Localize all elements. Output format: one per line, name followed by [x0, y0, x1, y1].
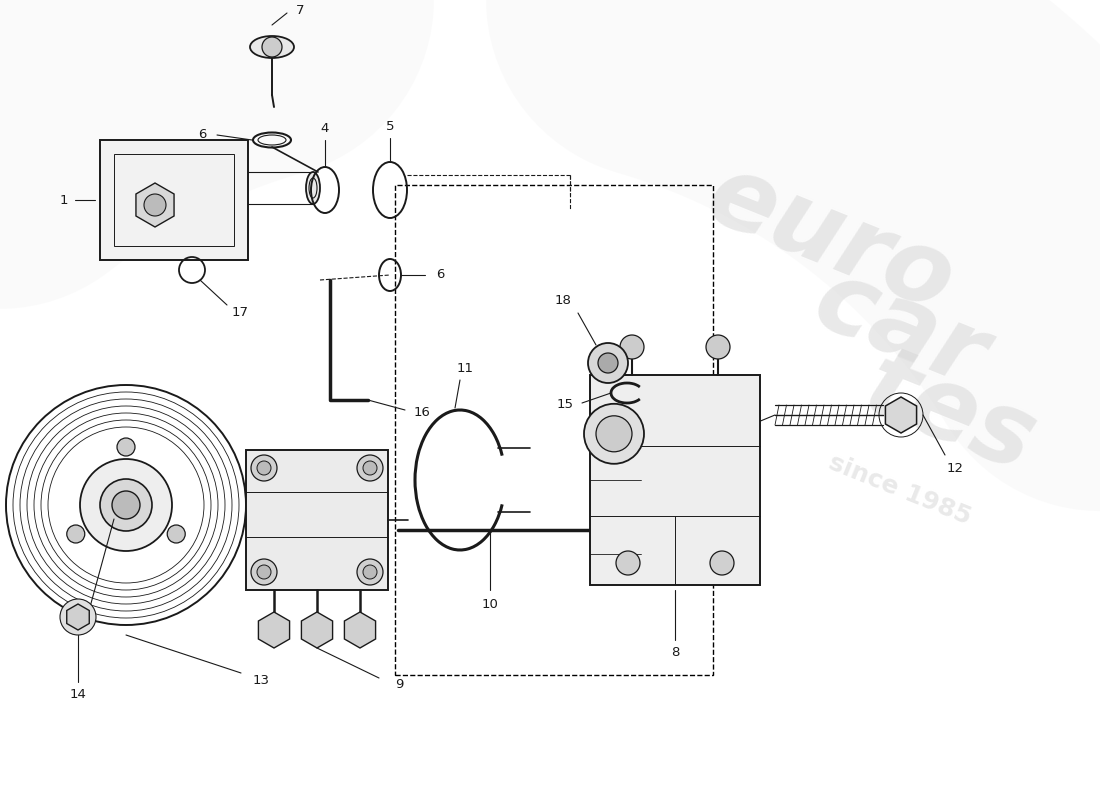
Circle shape: [588, 343, 628, 383]
Circle shape: [251, 559, 277, 585]
Text: 13: 13: [253, 674, 270, 686]
Text: 12: 12: [946, 462, 964, 475]
Circle shape: [100, 479, 152, 531]
Circle shape: [67, 525, 85, 543]
Bar: [395, 185, 713, 675]
Text: tes: tes: [850, 338, 1049, 493]
Text: 4: 4: [321, 122, 329, 134]
Text: 11: 11: [456, 362, 473, 374]
Polygon shape: [301, 612, 332, 648]
Text: 18: 18: [554, 294, 571, 307]
Circle shape: [251, 455, 277, 481]
Text: 1: 1: [59, 194, 68, 206]
Text: 16: 16: [414, 406, 430, 419]
Polygon shape: [67, 604, 89, 630]
Polygon shape: [136, 183, 174, 227]
Text: 10: 10: [482, 598, 498, 610]
Polygon shape: [344, 612, 375, 648]
Ellipse shape: [250, 36, 294, 58]
Circle shape: [80, 459, 172, 551]
Circle shape: [706, 335, 730, 359]
Circle shape: [363, 461, 377, 475]
Circle shape: [60, 599, 96, 635]
Circle shape: [584, 404, 644, 464]
Circle shape: [167, 525, 185, 543]
Circle shape: [144, 194, 166, 216]
Circle shape: [257, 565, 271, 579]
Circle shape: [616, 551, 640, 575]
Circle shape: [620, 335, 644, 359]
Bar: [246, 450, 388, 590]
Circle shape: [262, 37, 282, 57]
Circle shape: [358, 455, 383, 481]
Text: euro: euro: [693, 147, 967, 333]
Text: 6: 6: [436, 269, 444, 282]
Text: 6: 6: [198, 127, 206, 141]
Text: 14: 14: [69, 689, 87, 702]
Bar: [114, 154, 234, 246]
Circle shape: [596, 416, 632, 452]
Text: 15: 15: [557, 398, 573, 411]
Text: since 1985: since 1985: [825, 450, 975, 530]
Circle shape: [112, 491, 140, 519]
Ellipse shape: [306, 172, 320, 204]
Text: 9: 9: [395, 678, 404, 691]
Bar: [590, 375, 760, 585]
Bar: [100, 140, 248, 260]
Circle shape: [363, 565, 377, 579]
Text: 7: 7: [296, 3, 305, 17]
Polygon shape: [258, 612, 289, 648]
Text: 5: 5: [386, 119, 394, 133]
Text: 8: 8: [671, 646, 679, 659]
Circle shape: [257, 461, 271, 475]
Polygon shape: [886, 397, 916, 433]
Circle shape: [358, 559, 383, 585]
Circle shape: [598, 353, 618, 373]
Text: car: car: [800, 252, 1000, 408]
Text: 17: 17: [231, 306, 249, 318]
Circle shape: [117, 438, 135, 456]
Circle shape: [710, 551, 734, 575]
